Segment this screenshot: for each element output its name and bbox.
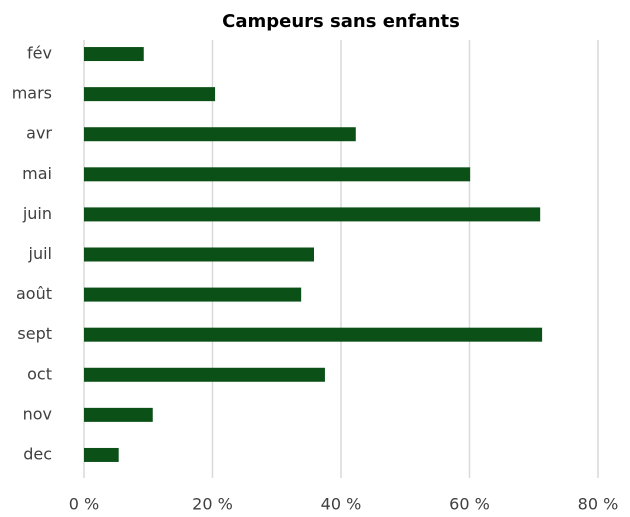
y-tick-label: mai	[22, 164, 52, 183]
x-tick-label: 0 %	[69, 495, 99, 514]
y-tick-label: juin	[22, 204, 52, 223]
chart-title: Campeurs sans enfants	[222, 11, 460, 32]
bar	[84, 327, 543, 342]
y-tick-label: sept	[17, 324, 52, 343]
y-tick-label: nov	[23, 404, 52, 423]
bar	[84, 47, 144, 62]
bar	[84, 127, 356, 142]
x-tick-label: 20 %	[192, 495, 233, 514]
bar	[84, 87, 216, 102]
bar	[84, 407, 153, 422]
bar	[84, 167, 471, 182]
y-tick-label: dec	[23, 444, 52, 463]
bar	[84, 287, 302, 302]
x-tick-label: 60 %	[449, 495, 490, 514]
y-tick-label: août	[16, 284, 52, 303]
x-tick-label: 80 %	[578, 495, 619, 514]
bar	[84, 447, 119, 462]
bar	[84, 207, 541, 222]
y-tick-label: fév	[27, 44, 52, 63]
y-tick-label: juil	[28, 244, 52, 263]
bar	[84, 367, 325, 382]
y-tick-label: mars	[12, 84, 52, 103]
y-tick-label: oct	[27, 364, 52, 383]
x-tick-label: 40 %	[321, 495, 362, 514]
y-tick-label: avr	[26, 124, 52, 143]
bar	[84, 247, 315, 262]
